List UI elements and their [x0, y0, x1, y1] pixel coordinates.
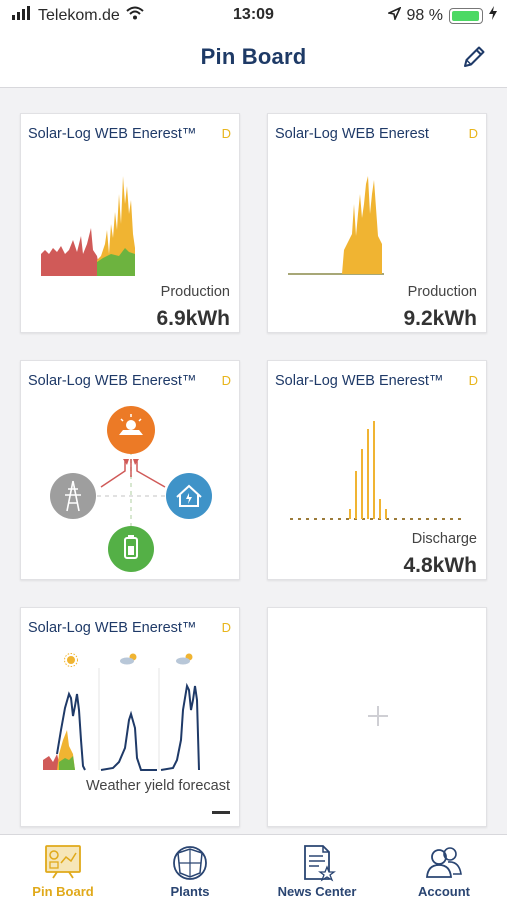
card-title: Solar-Log WEB Enerest™ [28, 126, 197, 142]
solar-node [107, 406, 155, 454]
tab-label: News Center [277, 884, 357, 899]
production-chart [288, 176, 384, 275]
forecast-chart [43, 653, 200, 771]
carrier-label: Telekom.de [38, 6, 120, 24]
plus-icon [368, 706, 388, 726]
status-bar: Telekom.de 13:09 98 % [0, 0, 507, 32]
tab-plants[interactable]: Plants [127, 835, 253, 901]
tab-account[interactable]: Account [381, 835, 507, 901]
charging-icon [489, 6, 497, 25]
tab-label: Plants [170, 884, 210, 899]
battery-percent: 98 % [406, 6, 443, 24]
tab-label: Account [418, 884, 470, 899]
signal-icon [12, 6, 32, 25]
house-node [166, 473, 212, 519]
card-value: 9.2kWh [403, 307, 477, 330]
day-badge: D [221, 126, 231, 141]
account-icon [426, 847, 462, 878]
production-card[interactable]: Solar-Log WEB Enerest™ D Production 6.9k… [20, 113, 240, 333]
weather-forecast-card[interactable]: Solar-Log WEB Enerest™ D [20, 607, 240, 827]
day-badge: D [221, 620, 231, 635]
add-tile-card[interactable] [267, 607, 487, 827]
tab-pin-board[interactable]: Pin Board [0, 835, 126, 901]
edit-button[interactable] [459, 42, 489, 72]
day-badge: D [468, 373, 478, 388]
card-title: Solar-Log WEB Enerest™ [28, 373, 197, 389]
sun-icon [64, 653, 78, 667]
card-value: 4.8kWh [403, 554, 477, 577]
battery-node [108, 526, 154, 572]
news-icon [304, 845, 336, 882]
grid-node [50, 473, 96, 519]
cloud-sun-icon [176, 653, 193, 665]
energy-flow-diagram [50, 406, 212, 572]
tab-label: Pin Board [32, 884, 94, 899]
discharge-card[interactable]: Solar-Log WEB Enerest™ D Discharge 4.8kW… [267, 360, 487, 580]
navigation-bar: Pin Board [0, 32, 507, 88]
day-badge: D [468, 126, 478, 141]
plants-icon [173, 846, 207, 880]
tab-news-center[interactable]: News Center [254, 835, 380, 901]
card-label: Weather yield forecast [86, 778, 230, 794]
card-label: Production [407, 284, 477, 300]
card-label: Production [160, 284, 230, 300]
card-label: Discharge [411, 531, 477, 547]
location-icon [385, 5, 402, 25]
production-chart [41, 176, 135, 276]
pencil-icon [464, 46, 485, 67]
tab-bar: Pin Board Plants News Center Account [0, 834, 507, 901]
card-value: 6.9kWh [156, 307, 230, 330]
production-card[interactable]: Solar-Log WEB Enerest D Production 9.2kW… [267, 113, 487, 333]
discharge-chart [290, 421, 462, 520]
battery-icon [449, 7, 483, 24]
wifi-icon [126, 6, 144, 25]
cloud-sun-icon [120, 653, 137, 665]
card-title: Solar-Log WEB Enerest [275, 126, 429, 142]
energy-flow-card[interactable]: Solar-Log WEB Enerest™ D [20, 360, 240, 580]
pinboard-icon [45, 845, 81, 879]
page-title: Pin Board [200, 44, 307, 69]
clock: 13:09 [233, 6, 274, 23]
card-title: Solar-Log WEB Enerest™ [28, 620, 197, 636]
card-title: Solar-Log WEB Enerest™ [275, 373, 444, 389]
value-placeholder [212, 811, 230, 814]
day-badge: D [221, 373, 231, 388]
